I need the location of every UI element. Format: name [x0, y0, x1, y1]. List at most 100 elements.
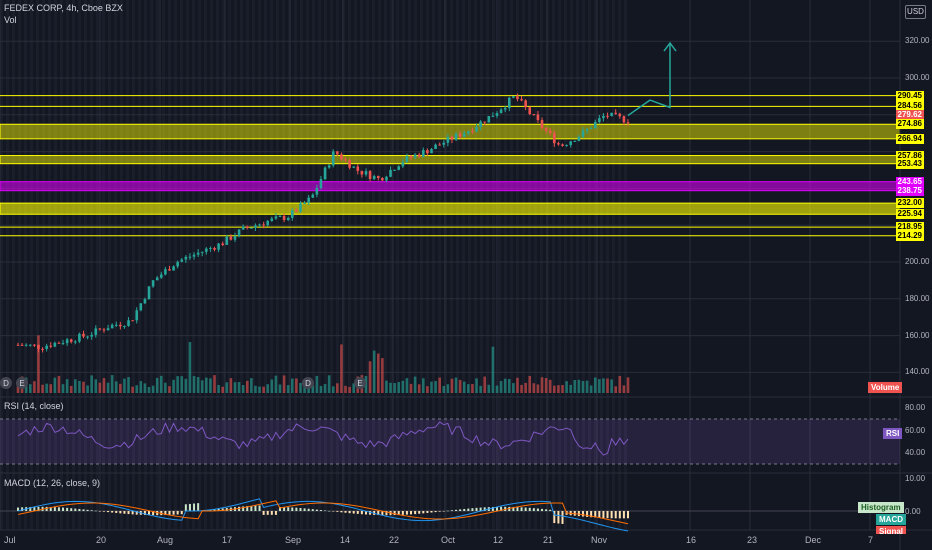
candle-body [618, 113, 622, 117]
volume-bar [135, 385, 139, 393]
time-axis-label: 17 [222, 535, 233, 545]
volume-bar [389, 382, 392, 393]
macd-histogram-bar [401, 511, 404, 515]
candle-body [442, 142, 446, 145]
candle-body [446, 136, 450, 143]
volume-bar [512, 383, 515, 393]
volume-bar [102, 378, 106, 393]
volume-bar [196, 377, 200, 393]
volume-bar [557, 385, 560, 393]
macd-histogram-bar [590, 511, 593, 518]
candle-body [123, 325, 126, 327]
volume-bar [622, 385, 626, 393]
macd-histogram-bar [426, 511, 429, 513]
candle-body [258, 224, 261, 226]
volume-bar [454, 377, 458, 393]
volume-bar [479, 385, 482, 393]
event-marker [16, 377, 28, 389]
macd-label[interactable]: MACD (12, 26, close, 9) [4, 478, 101, 488]
candle-body [98, 328, 102, 330]
macd-histogram-bar [418, 511, 421, 514]
rsi-line [17, 421, 629, 456]
volume-bar [164, 382, 167, 393]
volume-bar [168, 386, 171, 393]
time-axis-label: Oct [441, 535, 456, 545]
volume-bar [217, 384, 220, 393]
macd-histogram-bar [37, 506, 40, 511]
candle-body [593, 122, 597, 129]
macd-histogram-bar [328, 510, 331, 512]
candle-body [356, 166, 360, 171]
volume-bar [61, 384, 65, 393]
macd-histogram-bar [315, 509, 318, 511]
volume-bar [176, 376, 179, 393]
macd-histogram-bar [262, 511, 265, 515]
volume-bar [507, 379, 511, 393]
macd-histogram-bar [319, 510, 322, 511]
macd-histogram-bar [500, 506, 503, 511]
volume-bar [409, 383, 413, 393]
signal-line [17, 500, 629, 525]
candle-body [200, 251, 204, 253]
rsi-band [0, 419, 900, 464]
candle-body [503, 107, 507, 110]
level-tag-l225: 225.94 [895, 209, 924, 220]
session-stripe [12, 0, 15, 530]
volume-bar [467, 384, 470, 393]
macd-histogram-bar [536, 508, 539, 511]
support-zone-232 [0, 202, 901, 215]
candle-body [422, 150, 425, 157]
session-stripe [330, 0, 333, 530]
currency-badge[interactable]: USD [905, 5, 926, 19]
volume-bar [614, 386, 618, 393]
volume-bar [82, 381, 85, 393]
session-stripe [264, 0, 267, 530]
session-stripe [612, 0, 615, 530]
level-tag-l232: 232.00 [895, 198, 924, 209]
macd-histogram-bar [213, 509, 216, 511]
candle-body [90, 334, 93, 337]
candle-body [487, 116, 491, 123]
candle-body [376, 176, 380, 179]
session-stripe [216, 0, 219, 530]
volume-bar [585, 380, 589, 393]
candle-body [16, 344, 20, 346]
volume-bar [327, 375, 331, 393]
session-stripe [372, 0, 375, 530]
macd-histogram-bar [221, 508, 224, 511]
session-stripe [306, 0, 309, 530]
session-stripe [246, 0, 249, 530]
volume-bar [499, 381, 503, 393]
time-axis-label: 7 [868, 535, 874, 545]
session-stripe [192, 0, 195, 530]
volume-indicator-label[interactable]: Vol [4, 15, 17, 25]
rsi-label[interactable]: RSI (14, close) [4, 401, 64, 411]
macd-histogram-bar [581, 511, 584, 517]
candle-body [548, 130, 552, 134]
macd-histogram-bar [405, 511, 408, 515]
session-stripe [96, 0, 99, 530]
support-zone-257 [0, 155, 901, 165]
macd-histogram-bar [127, 511, 130, 515]
session-stripe [420, 0, 423, 530]
session-stripe [402, 0, 405, 530]
macd-histogram-bar [622, 511, 625, 519]
session-stripe [324, 0, 327, 530]
volume-bar [98, 382, 102, 393]
time-axis-label: 23 [747, 535, 758, 545]
volume-bar [74, 379, 77, 393]
volume-bar [119, 383, 122, 393]
candle-body [74, 341, 77, 343]
projection-path [627, 43, 671, 117]
candle-body [94, 328, 98, 335]
session-stripe [462, 0, 465, 530]
candle-body [467, 131, 470, 134]
session-stripe [450, 0, 453, 530]
candle-body [614, 112, 618, 114]
candle-body [405, 155, 409, 162]
symbol-title[interactable]: FEDEX CORP, 4h, Cboe BZX [4, 3, 123, 13]
session-stripe [258, 0, 261, 530]
volume-bar [413, 376, 417, 393]
volume-bar [581, 380, 585, 393]
